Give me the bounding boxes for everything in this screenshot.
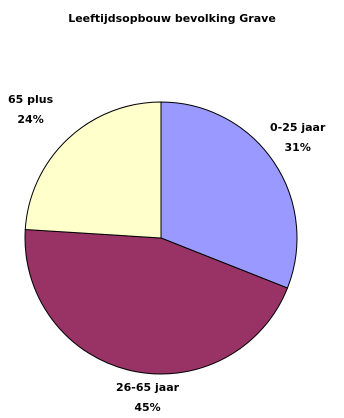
pie-slice-65-plus <box>24 101 162 239</box>
slice-label-percent: 45% <box>134 401 161 414</box>
slice-label-text: 26-65 jaar <box>116 381 180 394</box>
slice-label-26-65: 26-65 jaar 45% <box>116 378 179 418</box>
slice-label-percent: 24% <box>17 113 44 126</box>
pie-slice-26-65-jaar <box>24 228 289 375</box>
slice-label-0-25: 0-25 jaar 31% <box>270 118 325 158</box>
chart-title: Leeftijdsopbouw bevolking Grave <box>68 12 276 25</box>
slice-label-65-plus: 65 plus 24% <box>8 90 53 130</box>
slice-label-text: 0-25 jaar <box>270 121 326 134</box>
pie-slice-0-25-jaar <box>160 101 298 289</box>
slice-label-percent: 31% <box>284 141 311 154</box>
slice-label-text: 65 plus <box>8 93 54 106</box>
